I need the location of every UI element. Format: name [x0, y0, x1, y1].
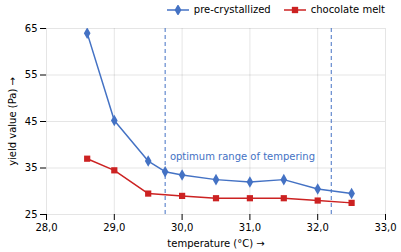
svg-text:25: 25 [25, 209, 38, 220]
svg-text:32,0: 32,0 [307, 222, 329, 233]
svg-text:33,0: 33,0 [374, 222, 396, 233]
html-text:pre-crystallized: pre-crystallized [193, 4, 271, 15]
svg-text:optimum range of tempering: optimum range of tempering [170, 151, 315, 162]
html-text:chocolate melt: chocolate melt [310, 4, 385, 15]
svg-text:35: 35 [25, 162, 38, 173]
svg-text:30,0: 30,0 [171, 222, 193, 233]
svg-text:29,0: 29,0 [103, 222, 125, 233]
svg-text:65: 65 [25, 23, 38, 34]
svg-text:55: 55 [25, 69, 38, 80]
svg-text:45: 45 [25, 116, 38, 127]
svg-text:28,0: 28,0 [35, 222, 57, 233]
svg-text:yield value (Pa) →: yield value (Pa) → [7, 77, 18, 166]
svg-text:31,0: 31,0 [239, 222, 261, 233]
svg-text:temperature (°C) →: temperature (°C) → [167, 238, 264, 249]
